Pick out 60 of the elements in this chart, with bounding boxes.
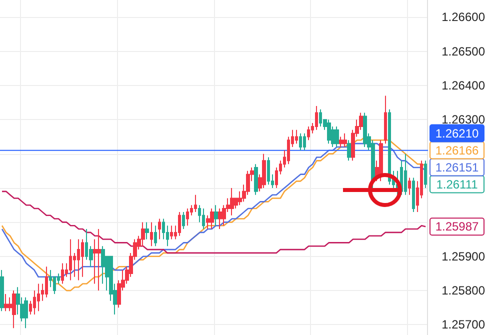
candlestick <box>170 225 173 240</box>
data-label: 1.25987 <box>435 220 480 234</box>
y-tick-label: 1.26500 <box>442 44 486 58</box>
candlestick <box>24 296 28 329</box>
candlestick <box>218 208 222 230</box>
candlestick <box>388 108 391 186</box>
candlestick <box>37 283 40 312</box>
candlestick <box>61 262 64 284</box>
candlestick <box>69 238 72 281</box>
candlestick <box>384 95 387 144</box>
candlestick <box>194 194 197 212</box>
candlestick <box>81 238 84 278</box>
text: 1.26111 <box>436 177 478 192</box>
candlestick <box>145 222 149 240</box>
candlestick <box>295 129 298 144</box>
candlestick <box>412 177 415 212</box>
candlestick <box>210 208 214 230</box>
y-tick-label: 1.25800 <box>442 284 486 298</box>
candlestick <box>404 153 407 196</box>
candlestick <box>408 177 411 196</box>
candlestick <box>97 228 101 292</box>
candlestick <box>141 222 145 247</box>
data-label: 1.26151 <box>435 160 480 174</box>
candlestick <box>4 293 8 312</box>
candlestick <box>424 160 427 189</box>
candlestick <box>186 208 189 226</box>
y-tick-label: 1.25700 <box>442 318 486 332</box>
candlestick <box>45 266 48 298</box>
ref-line-label: 1.26210 <box>435 126 480 140</box>
candlestick <box>363 112 367 148</box>
candlestick <box>299 132 302 151</box>
candlestick <box>254 164 258 196</box>
candlestick <box>182 211 185 230</box>
candlestick <box>154 225 157 247</box>
candlestick <box>315 105 318 130</box>
candlestick <box>379 140 383 182</box>
candlestick <box>335 126 339 148</box>
candlestick <box>230 188 234 216</box>
candlestick <box>267 156 270 186</box>
candlestick <box>347 140 351 162</box>
candlestick <box>12 290 16 329</box>
candlestick <box>303 132 306 151</box>
candlestick <box>202 208 205 230</box>
y-tick-label: 1.26400 <box>442 78 486 92</box>
y-tick-label: 1.25900 <box>442 249 486 264</box>
line-series <box>1 190 426 254</box>
candlestick <box>158 218 161 240</box>
data-label: 1.26166 <box>435 143 480 158</box>
candlestick <box>307 126 310 141</box>
candlestick <box>178 211 181 236</box>
candlestick <box>214 204 218 226</box>
candlestick <box>150 222 153 247</box>
candlestick <box>327 119 331 144</box>
candlestick <box>77 238 80 281</box>
candlestick <box>339 136 343 148</box>
y-tick-label: 1.26600 <box>442 10 486 24</box>
candlestick <box>0 270 4 312</box>
y-tick-label: 1.26300 <box>442 112 486 127</box>
candlestick <box>343 132 347 148</box>
candlestick <box>262 153 266 189</box>
